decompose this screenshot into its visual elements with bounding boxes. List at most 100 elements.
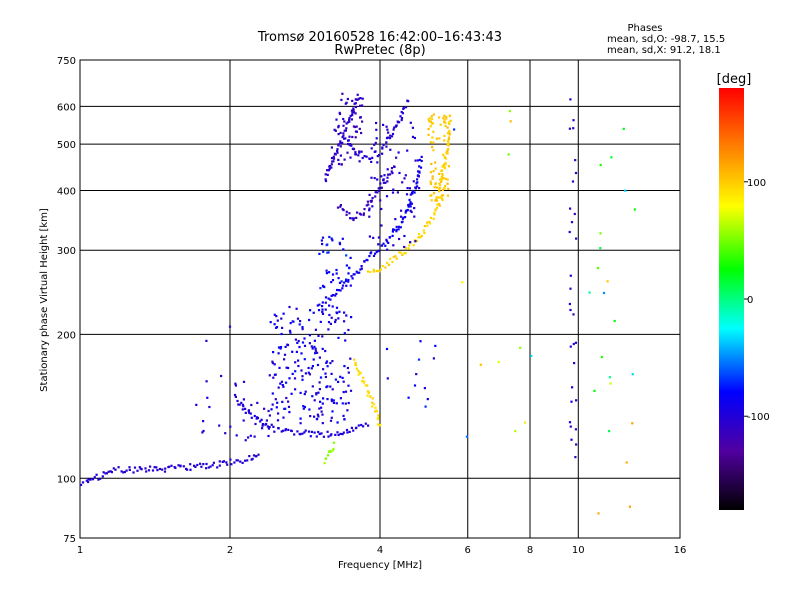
data-point	[396, 191, 399, 194]
data-point	[209, 465, 212, 468]
data-point	[431, 145, 434, 149]
data-point	[391, 172, 394, 175]
data-point	[257, 453, 260, 456]
data-point	[244, 439, 247, 442]
data-point	[295, 307, 298, 310]
data-point	[624, 189, 627, 192]
data-point	[277, 427, 280, 430]
data-point	[254, 422, 257, 426]
data-point	[331, 239, 334, 242]
data-point	[432, 149, 435, 152]
data-point	[350, 144, 353, 147]
data-point	[218, 460, 221, 463]
data-point	[177, 464, 180, 467]
data-point	[327, 251, 330, 254]
data-point	[571, 386, 574, 389]
data-point	[311, 365, 314, 368]
data-point	[296, 317, 300, 320]
data-point	[274, 398, 277, 401]
data-point	[602, 291, 606, 295]
data-point	[337, 277, 340, 280]
data-point	[327, 328, 330, 331]
data-point	[369, 395, 372, 398]
data-point	[329, 322, 332, 325]
data-point	[432, 113, 435, 116]
data-point	[242, 419, 245, 422]
data-point	[438, 172, 441, 175]
data-point	[385, 125, 388, 128]
data-point	[609, 382, 612, 385]
data-point	[479, 363, 482, 366]
data-point	[430, 115, 433, 118]
data-point	[273, 323, 276, 326]
data-point	[347, 278, 350, 282]
data-point	[363, 208, 366, 211]
data-point	[299, 417, 302, 420]
data-point	[303, 393, 306, 396]
data-point	[218, 424, 221, 427]
data-point	[271, 403, 274, 406]
data-point	[283, 353, 287, 356]
data-point	[593, 389, 596, 392]
data-point	[261, 424, 264, 427]
data-point	[336, 148, 339, 151]
data-point	[241, 461, 244, 464]
data-point	[332, 155, 335, 158]
data-point	[321, 422, 324, 425]
data-point	[321, 413, 324, 416]
data-point	[120, 470, 123, 473]
data-point	[317, 309, 321, 312]
colorbar-ticks: 100 0 -100	[744, 178, 770, 423]
data-point	[375, 137, 378, 140]
data-point	[370, 251, 373, 254]
data-point	[507, 153, 510, 156]
data-point	[347, 280, 350, 283]
data-point	[569, 425, 572, 428]
data-point	[376, 178, 379, 181]
data-point	[291, 320, 294, 323]
data-point	[338, 310, 341, 313]
data-point	[195, 403, 198, 406]
data-point	[569, 274, 572, 277]
data-point	[343, 311, 346, 314]
data-point	[446, 152, 449, 155]
data-point	[332, 157, 336, 160]
data-point	[408, 198, 411, 201]
data-point	[407, 396, 410, 399]
data-point	[418, 170, 421, 173]
data-point	[341, 376, 344, 379]
data-point	[249, 412, 252, 415]
data-point	[318, 407, 321, 410]
data-point	[242, 380, 246, 383]
data-point	[429, 180, 432, 183]
data-point	[321, 236, 325, 239]
data-point	[429, 117, 432, 120]
data-point	[365, 258, 368, 261]
data-point	[328, 304, 331, 307]
data-point	[347, 371, 350, 374]
colorbar-label: [deg]	[717, 72, 752, 87]
data-point	[431, 136, 434, 139]
data-point	[338, 241, 341, 244]
data-point	[325, 244, 328, 247]
data-point	[229, 425, 232, 428]
data-point	[271, 362, 274, 365]
data-point	[384, 181, 387, 184]
data-point	[404, 106, 408, 109]
data-point	[349, 114, 352, 117]
data-point	[193, 464, 196, 467]
data-markers	[79, 92, 636, 515]
data-point	[293, 433, 296, 436]
data-point	[378, 154, 381, 157]
data-point	[268, 426, 271, 429]
data-point	[358, 271, 361, 274]
data-point	[303, 344, 307, 347]
data-point	[316, 363, 320, 367]
data-point	[387, 263, 391, 266]
data-point	[268, 374, 271, 377]
data-point	[324, 372, 327, 375]
data-point	[445, 151, 448, 154]
data-point	[432, 130, 435, 133]
data-point	[412, 180, 415, 183]
data-point	[270, 408, 273, 411]
